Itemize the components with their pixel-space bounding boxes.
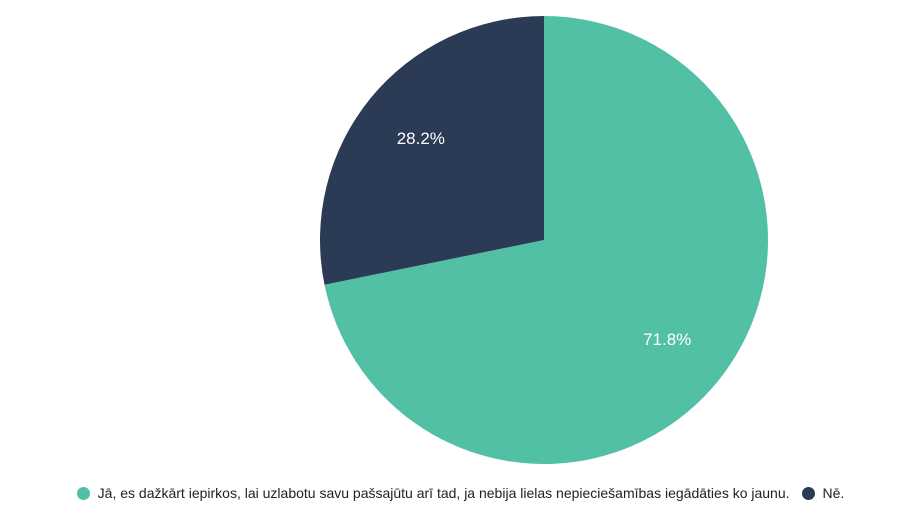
legend-label: Nē. (822, 485, 845, 501)
legend-label: Jā, es dažkārt iepirkos, lai uzlabotu sa… (97, 485, 790, 501)
pie-slice (320, 16, 544, 285)
legend: Jā, es dažkārt iepirkos, lai uzlabotu sa… (0, 482, 921, 505)
legend-item: Nē. (801, 482, 845, 505)
legend-swatch (76, 487, 90, 500)
data-label: 28.2% (397, 129, 445, 148)
chart: 71.8% 28.2% (320, 16, 768, 464)
pie-slice (324, 16, 768, 464)
legend-item: Jā, es dažkārt iepirkos, lai uzlabotu sa… (76, 482, 790, 505)
data-label: 71.8% (643, 330, 691, 349)
legend-swatch (801, 487, 815, 500)
